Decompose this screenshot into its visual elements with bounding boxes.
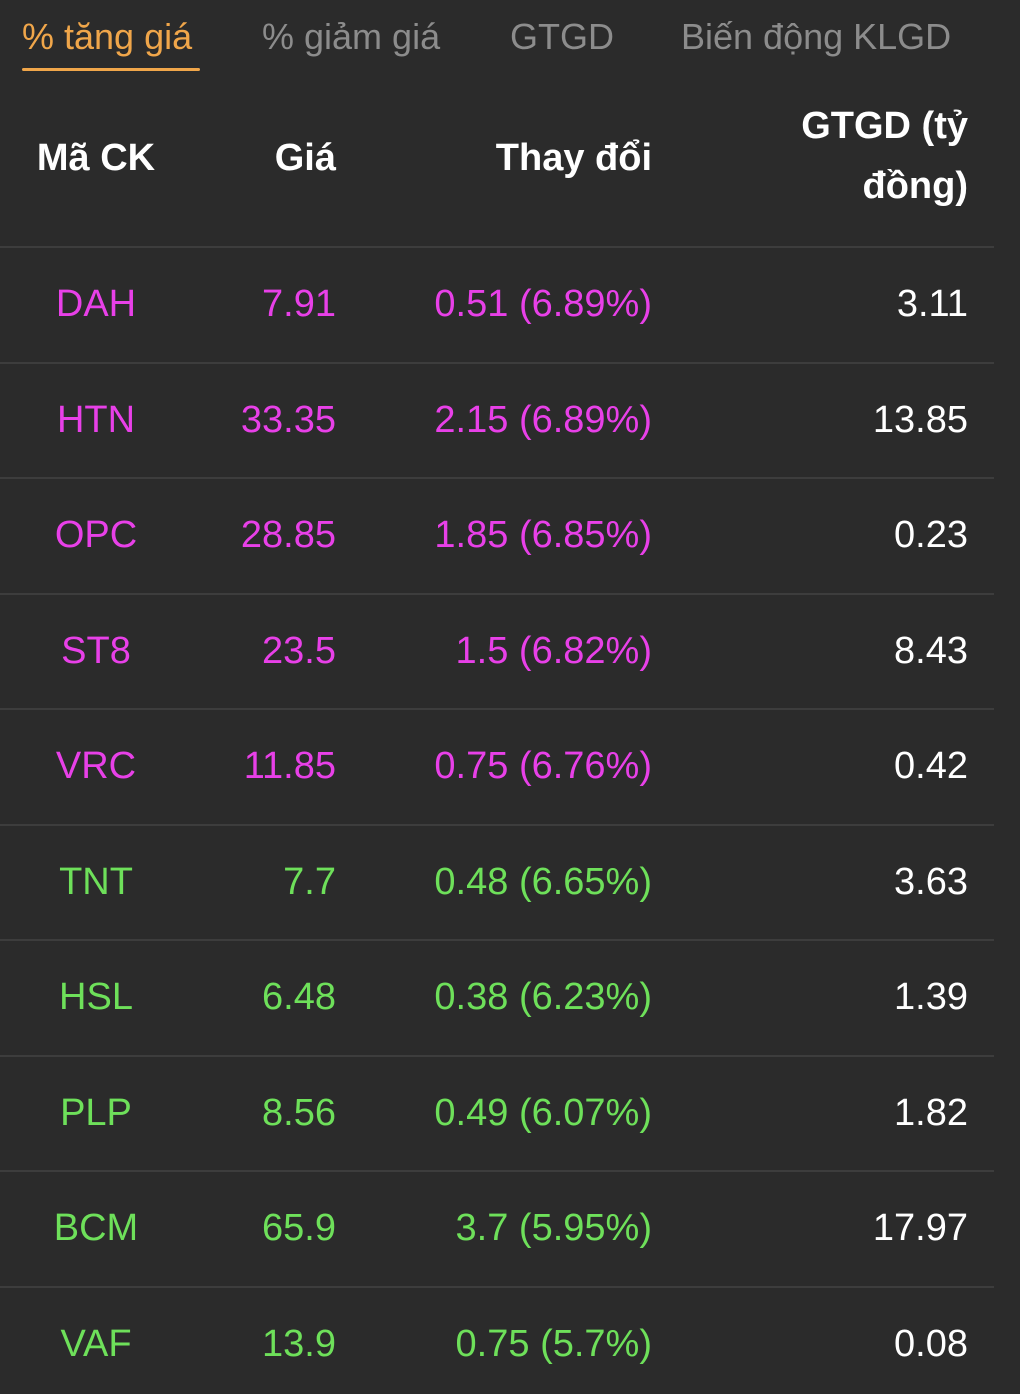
price: 6.48 [262, 976, 336, 1018]
price: 28.85 [240, 514, 336, 556]
tab-volume-change[interactable]: Biến động KLGD [681, 16, 952, 57]
stock-code[interactable]: PLP [60, 1091, 132, 1134]
trading-value: 3.63 [894, 860, 968, 903]
stock-code[interactable]: ST8 [61, 629, 131, 672]
stock-code[interactable]: HSL [59, 976, 133, 1018]
trading-value: 3.11 [896, 283, 968, 325]
price-change: 1.5 (6.82%) [455, 629, 652, 672]
trading-value: 0.42 [894, 745, 968, 787]
price-change: 0.49 (6.07%) [434, 1091, 652, 1134]
stock-code[interactable]: DAH [55, 283, 137, 325]
price: 7.7 [283, 860, 336, 903]
price: 13.9 [262, 1322, 336, 1365]
header-trading-value[interactable]: GTGD (tỷ đồng) [700, 96, 968, 216]
stock-code[interactable]: OPC [54, 514, 138, 556]
table-body: DAH 7.91 0.51 (6.89%) 3.11 HTN 33.35 2.15 (6.8… [0, 248, 994, 1394]
price: 7.91 [262, 283, 336, 325]
tab-percent-increase[interactable]: % tăng giá [22, 16, 193, 57]
table-row[interactable]: HSL 6.48 0.38 (6.23%) 1.39 [0, 941, 994, 1057]
price-change: 1.85 (6.85%) [434, 514, 652, 556]
header-change[interactable]: Thay đổi [495, 137, 652, 179]
price-change: 0.48 (6.65%) [434, 860, 652, 903]
tab-trading-value[interactable]: GTGD [510, 16, 614, 57]
stock-code[interactable]: TNT [59, 860, 133, 903]
price-change: 0.38 (6.23%) [434, 976, 652, 1018]
trading-value: 0.23 [894, 514, 968, 556]
table-row[interactable]: DAH 7.91 0.51 (6.89%) 3.11 [0, 248, 994, 364]
table-row[interactable]: BCM 65.9 3.7 (5.95%) 17.97 [0, 1172, 994, 1288]
price-change: 0.75 (5.7%) [455, 1322, 652, 1365]
trading-value: 13.85 [872, 398, 968, 441]
price: 65.9 [262, 1207, 336, 1249]
price-change: 0.75 (6.76%) [434, 745, 652, 787]
price: 8.56 [262, 1091, 336, 1134]
trading-value: 0.08 [894, 1322, 968, 1365]
table-row[interactable]: VAF 13.9 0.75 (5.7%) 0.08 [0, 1288, 994, 1394]
header-trading-value-line2: đồng) [862, 165, 968, 207]
price-change: 0.51 (6.89%) [434, 283, 652, 325]
table-row[interactable]: OPC 28.85 1.85 (6.85%) 0.23 [0, 479, 994, 595]
header-price[interactable]: Giá [274, 137, 336, 179]
trading-value: 1.39 [894, 976, 968, 1018]
table-row[interactable]: HTN 33.35 2.15 (6.89%) 13.85 [0, 364, 994, 479]
stock-code[interactable]: VAF [60, 1322, 132, 1365]
price-change: 3.7 (5.95%) [455, 1207, 652, 1249]
tab-percent-decrease[interactable]: % giảm giá [262, 16, 441, 57]
table-header: Mã CK Giá Thay đổi GTGD (tỷ đồng) [0, 90, 994, 248]
header-stock-code[interactable]: Mã CK [36, 137, 156, 179]
active-tab-indicator [22, 68, 200, 71]
tab-bar: % tăng giá % giảm giá GTGD Biến động KLG… [0, 0, 1020, 78]
trading-value: 8.43 [894, 629, 968, 672]
price: 11.85 [243, 745, 336, 787]
trading-value: 17.97 [872, 1207, 968, 1249]
header-trading-value-line1: GTGD (tỷ [801, 105, 968, 147]
stock-code[interactable]: VRC [55, 745, 137, 787]
stock-code[interactable]: HTN [56, 398, 136, 441]
table-row[interactable]: PLP 8.56 0.49 (6.07%) 1.82 [0, 1057, 994, 1172]
trading-value: 1.82 [894, 1091, 968, 1134]
table-row[interactable]: VRC 11.85 0.75 (6.76%) 0.42 [0, 710, 994, 826]
stock-code[interactable]: BCM [53, 1207, 139, 1249]
price: 23.5 [262, 629, 336, 672]
table-row[interactable]: ST8 23.5 1.5 (6.82%) 8.43 [0, 595, 994, 710]
price-change: 2.15 (6.89%) [434, 398, 652, 441]
price: 33.35 [240, 398, 336, 441]
table-row[interactable]: TNT 7.7 0.48 (6.65%) 3.63 [0, 826, 994, 941]
